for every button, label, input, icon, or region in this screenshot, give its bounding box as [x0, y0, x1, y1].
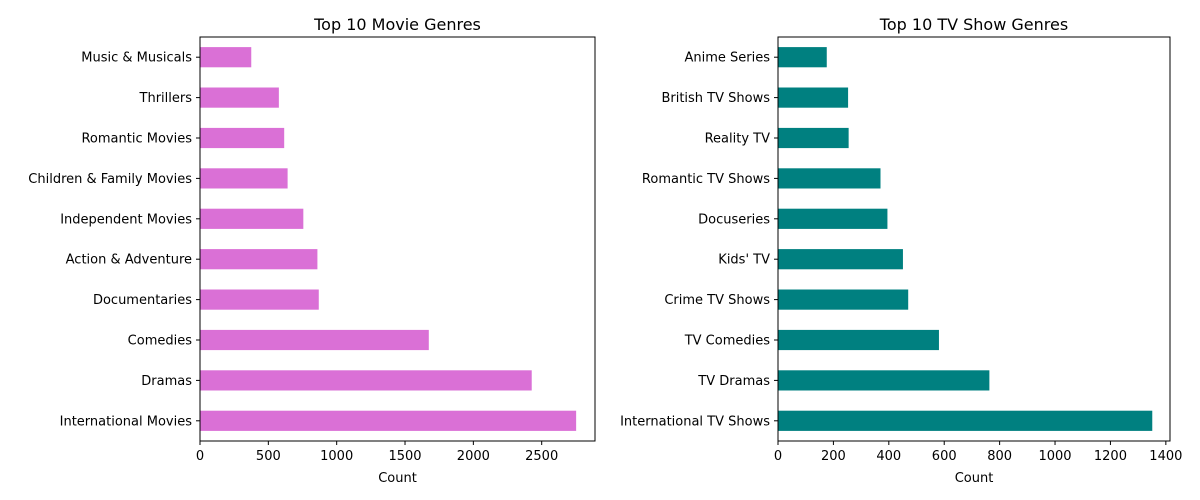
bar — [778, 410, 1153, 431]
bar — [200, 127, 285, 149]
y-tick-label: TV Comedies — [684, 334, 771, 349]
bar — [200, 208, 304, 229]
y-tick-label: Romantic Movies — [81, 132, 192, 147]
bar — [778, 289, 909, 310]
bar — [778, 87, 849, 108]
y-tick-label: Documentaries — [93, 293, 192, 308]
bar — [778, 168, 881, 189]
y-tick-label: Kids' TV — [718, 253, 770, 268]
bar — [200, 410, 577, 431]
y-tick-label: Reality TV — [705, 132, 771, 147]
y-tick-label: Action & Adventure — [66, 253, 192, 268]
x-tick-label: 1000 — [1038, 449, 1071, 464]
tv-genres-chart: International TV Shows TV Dramas TV Comedi… — [620, 15, 1182, 486]
chart-title: Top 10 TV Show Genres — [879, 15, 1068, 34]
chart-title: Top 10 Movie Genres — [313, 15, 481, 34]
y-tick-label: International TV Shows — [620, 414, 770, 429]
x-tick-label: 1500 — [388, 449, 421, 464]
x-tick-label: 0 — [196, 449, 204, 464]
bar — [200, 370, 532, 391]
bar — [200, 249, 318, 270]
plot-frame — [777, 36, 1171, 442]
x-tick-label: 800 — [987, 449, 1012, 464]
x-tick-label: 500 — [256, 449, 281, 464]
x-tick-label: 200 — [821, 449, 846, 464]
plot-frame — [199, 36, 596, 442]
y-tick-label: International Movies — [60, 414, 193, 429]
x-axis-label: Count — [378, 471, 417, 486]
y-tick-label: Comedies — [128, 334, 193, 349]
x-tick-label: 0 — [774, 449, 782, 464]
x-tick-label: 600 — [932, 449, 957, 464]
y-tick-label: Docuseries — [698, 212, 770, 227]
y-tick-label: Crime TV Shows — [664, 293, 770, 308]
y-tick-label: Music & Musicals — [81, 51, 192, 66]
bar — [200, 168, 288, 189]
x-tick-label: 1000 — [320, 449, 353, 464]
x-tick-label: 1200 — [1094, 449, 1127, 464]
x-tick-label: 2500 — [525, 449, 558, 464]
bar — [200, 289, 319, 310]
y-tick-label: Thrillers — [139, 91, 193, 106]
x-tick-label: 400 — [876, 449, 901, 464]
bar — [778, 127, 849, 149]
bar — [778, 329, 939, 351]
y-tick-label: Independent Movies — [60, 212, 192, 227]
bar — [778, 47, 827, 68]
y-tick-label: Romantic TV Shows — [642, 172, 770, 187]
bar — [778, 249, 903, 270]
x-tick-label: 2000 — [457, 449, 490, 464]
y-tick-label: Children & Family Movies — [28, 172, 192, 187]
x-axis-label: Count — [955, 471, 994, 486]
bar — [778, 370, 990, 391]
y-tick-label: TV Dramas — [697, 374, 770, 389]
bar — [778, 208, 888, 229]
x-tick-label: 1400 — [1149, 449, 1182, 464]
bar — [200, 87, 279, 108]
bar — [200, 47, 252, 68]
y-tick-label: Anime Series — [684, 51, 770, 66]
y-tick-label: Dramas — [141, 374, 192, 389]
movie-genres-chart: International Movies Dramas Comedies Docume… — [28, 15, 596, 486]
bar — [200, 329, 429, 351]
y-tick-label: British TV Shows — [661, 91, 770, 106]
